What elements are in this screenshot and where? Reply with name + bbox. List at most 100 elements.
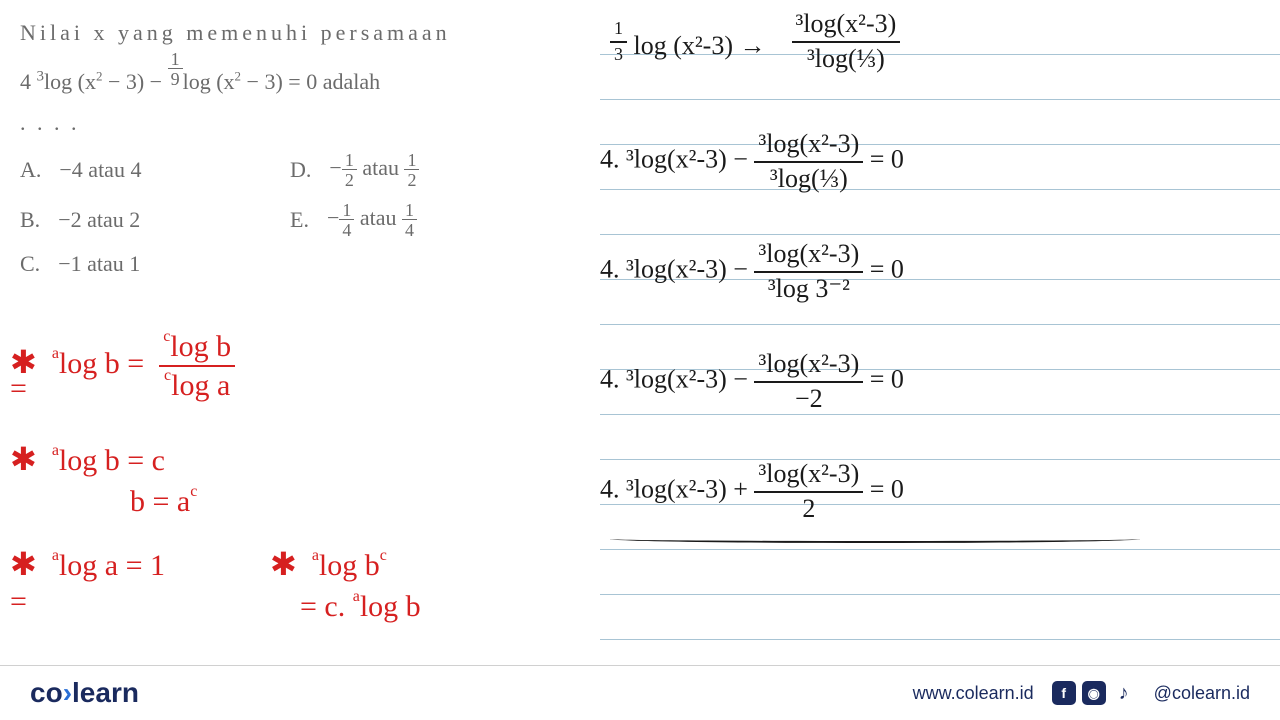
opt-b-text: −2 atau 2 (58, 207, 140, 233)
l5-a: 4. ³log(x²-3) + (600, 475, 754, 504)
l4-a: 4. ³log(x²-3) − (600, 365, 754, 394)
star-icon-2: ✱ (10, 441, 37, 477)
formula-1: ✱ alog b = clog b clog a (10, 330, 235, 402)
f3-supa: a (52, 547, 59, 564)
opt-d-text: −12 atau 12 (329, 151, 419, 189)
eq-mid4: − 3) = 0 adalah (241, 69, 380, 94)
f1-eq: = (10, 372, 27, 406)
l1-rnum: ³log(x²-3) (792, 10, 901, 43)
opt-d-d2: 2 (404, 170, 419, 189)
l5-num: ³log(x²-3) (754, 460, 863, 493)
l4-frac: ³log(x²-3) −2 (754, 350, 863, 413)
opt-d-n2: 1 (404, 151, 419, 170)
footer-handle: @colearn.id (1154, 683, 1250, 704)
eq-mid2: − 3) − (102, 69, 167, 94)
formula-2b: b = ac (130, 485, 197, 519)
l5-den: 2 (798, 493, 819, 524)
l1-lden: 3 (610, 43, 627, 65)
l3-num: ³log(x²-3) (754, 240, 863, 273)
eq-base2: 19 (168, 50, 183, 88)
logo-learn: learn (72, 677, 139, 708)
opt-b-letter: B. (20, 207, 40, 233)
opt-e-text: −14 atau 14 (327, 201, 417, 239)
star-icon-3: ✱ (10, 546, 37, 582)
opt-e-mid: atau (354, 205, 402, 230)
work-line-2: 4. ³log(x²-3) − ³log(x²-3) ³log(⅓) = 0 (600, 130, 904, 193)
l4-num: ³log(x²-3) (754, 350, 863, 383)
opt-a-text: −4 atau 4 (59, 157, 141, 183)
opt-d-letter: D. (290, 157, 311, 183)
option-a: A. −4 atau 4 (20, 151, 270, 189)
l3-end: = 0 (870, 255, 904, 284)
social-icons: f ◉ ♪ (1052, 681, 1136, 705)
opt-d-n1: 1 (342, 151, 357, 170)
f1-frac: clog b clog a (159, 330, 235, 402)
l1-a: log (x²-3) → (634, 31, 766, 60)
f2-supc: c (190, 483, 197, 500)
f1-supa: a (52, 345, 59, 362)
opt-d-neg: − (329, 155, 341, 180)
f1-dentext: log a (171, 369, 230, 402)
f3-text: log a = 1 (59, 549, 165, 582)
l2-num: ³log(x²-3) (754, 130, 863, 163)
f4-left: log b (319, 549, 380, 582)
formula-4: ✱ alog bc (270, 545, 387, 583)
question-panel: Nilai x yang memenuhi persamaan 4 3log (… (20, 15, 600, 302)
f1-den: clog a (160, 367, 234, 402)
opt-d-mid: atau (357, 155, 405, 180)
option-c: C. −1 atau 1 (20, 251, 270, 277)
f4-right2: log b (360, 590, 421, 623)
eq-mid3: log (x (183, 69, 235, 94)
opt-e-n1: 1 (339, 201, 354, 220)
f3-eq: = (10, 585, 27, 619)
l1-rfrac: ³log(x²-3) ³log(⅓) (792, 10, 901, 73)
footer-bar: co›learn www.colearn.id f ◉ ♪ @colearn.i… (0, 665, 1280, 720)
l3-den: ³log 3⁻² (764, 273, 854, 304)
l1-lnum: 1 (610, 19, 627, 43)
f1-numtext: log b (170, 330, 231, 363)
option-b: B. −2 atau 2 (20, 201, 270, 239)
facebook-icon: f (1052, 681, 1076, 705)
l2-end: = 0 (870, 145, 904, 174)
question-dots: . . . . (20, 110, 600, 136)
opt-c-letter: C. (20, 251, 40, 277)
work-line-1: 1 3 log (x²-3) → ³log(x²-3) ³log(⅓) (610, 10, 900, 73)
formula-4b: = c. alog b (300, 590, 421, 624)
formula-2: ✱ alog b = c (10, 440, 165, 478)
opt-c-text: −1 atau 1 (58, 251, 140, 277)
instagram-icon: ◉ (1082, 681, 1106, 705)
logo-accent-icon: › (63, 677, 72, 708)
l3-frac: ³log(x²-3) ³log 3⁻² (754, 240, 863, 303)
tiktok-icon: ♪ (1112, 681, 1136, 705)
l5-frac: ³log(x²-3) 2 (754, 460, 863, 523)
f2-supa: a (52, 442, 59, 459)
opt-e-neg: − (327, 205, 339, 230)
work-line-4: 4. ³log(x²-3) − ³log(x²-3) −2 = 0 (600, 350, 904, 413)
opt-e-d1: 4 (339, 220, 354, 239)
star-icon-4: ✱ (270, 546, 297, 582)
options-grid: A. −4 atau 4 D. −12 atau 12 B. −2 atau 2… (20, 151, 600, 277)
opt-e-n2: 1 (402, 201, 417, 220)
f1-left: log b = (59, 347, 144, 380)
l1-lfrac: 1 3 (610, 19, 627, 65)
f4-supa: a (312, 547, 319, 564)
l5-end: = 0 (870, 475, 904, 504)
question-equation: 4 3log (x2 − 3) − 19log (x2 − 3) = 0 ada… (20, 58, 600, 101)
footer-right: www.colearn.id f ◉ ♪ @colearn.id (913, 681, 1250, 705)
f4-supa2: a (353, 588, 360, 605)
opt-e-d2: 4 (402, 220, 417, 239)
f1-sc1: c (163, 328, 170, 345)
option-e: E. −14 atau 14 (290, 201, 570, 239)
eq-coef: 4 (20, 69, 31, 94)
f4-supc: c (380, 547, 387, 564)
f2-right: b = a (130, 485, 190, 518)
work-line-5: 4. ³log(x²-3) + ³log(x²-3) 2 = 0 (600, 460, 904, 523)
l2-a: 4. ³log(x²-3) − (600, 145, 754, 174)
l2-den: ³log(⅓) (766, 163, 852, 194)
opt-e-letter: E. (290, 207, 309, 233)
l2-frac: ³log(x²-3) ³log(⅓) (754, 130, 863, 193)
opt-d-d1: 2 (342, 170, 357, 189)
f4-right: = c. (300, 590, 345, 623)
ruled-paper (600, 10, 1280, 650)
eq-mid: log (x (44, 69, 96, 94)
